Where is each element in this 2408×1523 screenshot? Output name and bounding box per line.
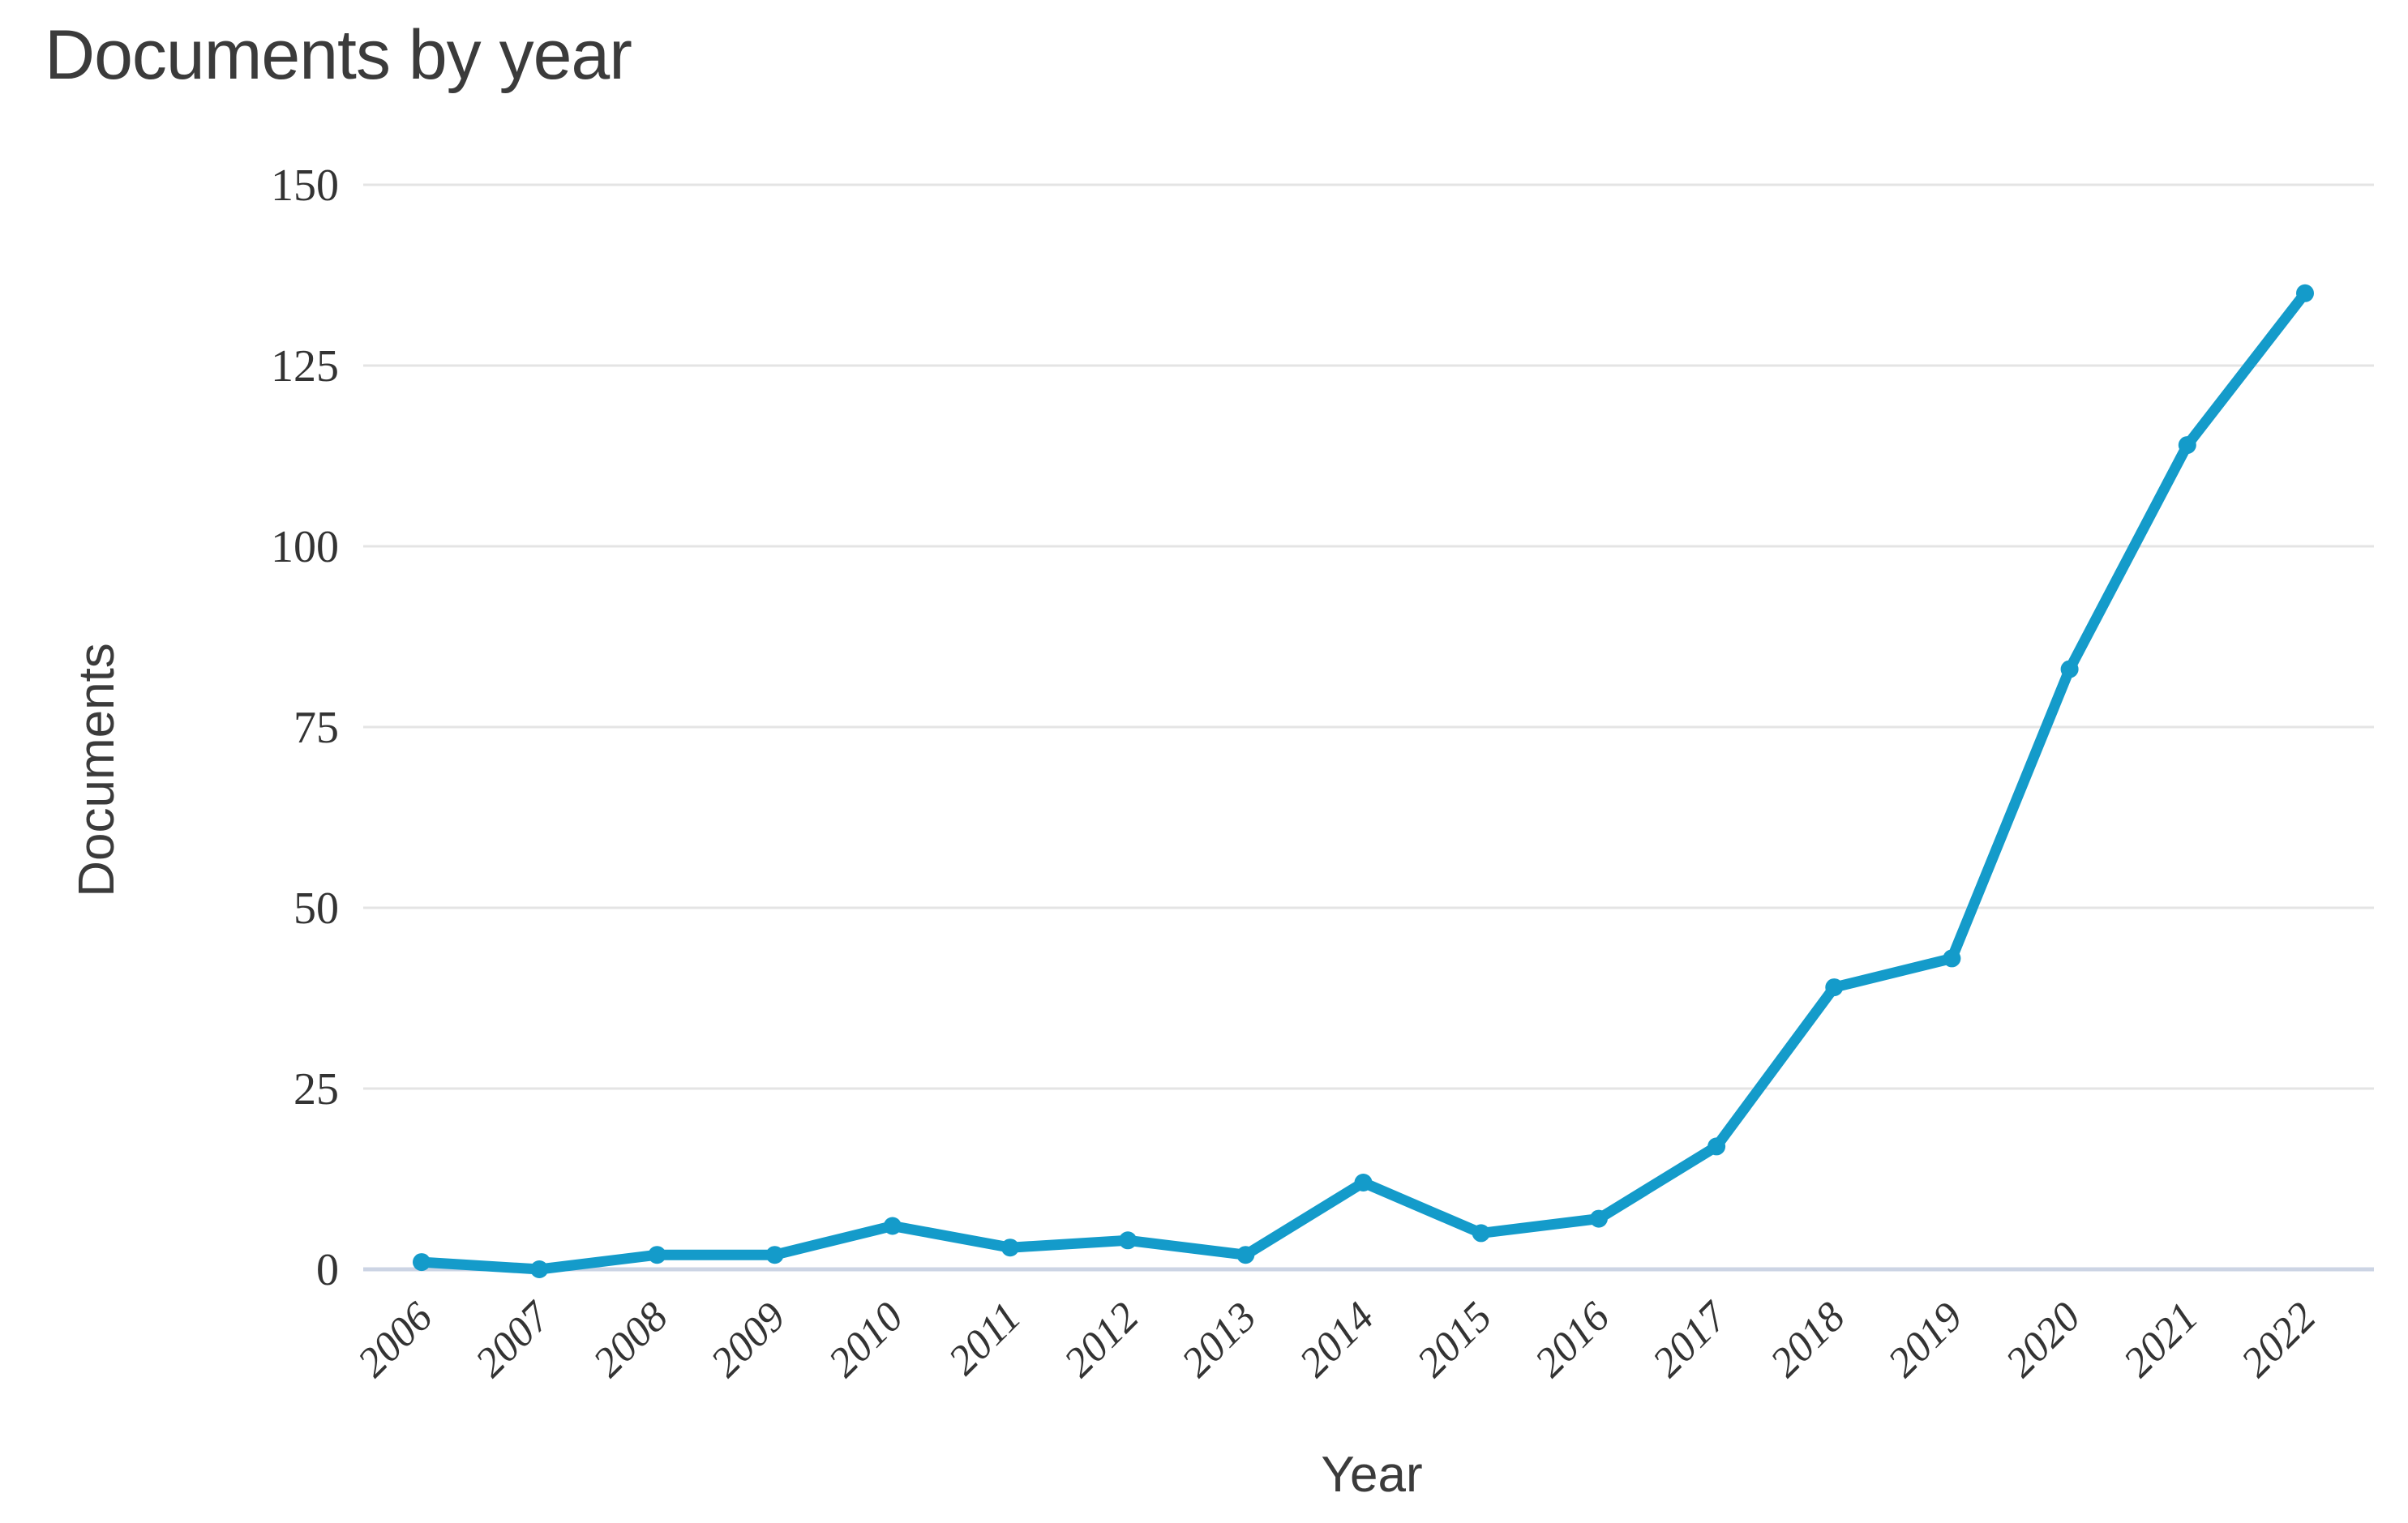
data-point[interactable] [1000,1239,1019,1257]
x-tick-label: 2011 [940,1294,1030,1384]
y-tick-label: 150 [271,160,339,211]
data-point[interactable] [2296,284,2314,302]
x-tick-labels: 2006 2007 2008 2009 2010 2011 2012 2013 2014 2015… [349,1293,2325,1386]
data-point[interactable] [1119,1231,1138,1250]
x-tick-label: 2007 [467,1293,560,1386]
data-point[interactable] [2178,436,2196,455]
y-tick-labels: 0 25 50 75 100 125 150 [271,160,339,1295]
data-point[interactable] [2060,660,2079,678]
x-tick-label: 2018 [1762,1294,1854,1386]
y-tick-label: 75 [294,703,339,753]
data-point[interactable] [648,1246,666,1264]
data-point[interactable] [883,1217,902,1235]
x-tick-label: 2015 [1408,1294,1501,1386]
x-axis-title: Year [1321,1447,1422,1503]
data-point[interactable] [1825,978,1844,997]
x-tick-label: 2019 [1879,1294,1972,1386]
data-point[interactable] [1354,1174,1373,1191]
data-point-markers [413,284,2314,1278]
x-tick-label: 2014 [1291,1294,1383,1386]
data-point[interactable] [1589,1209,1608,1228]
x-tick-label: 2009 [702,1294,795,1386]
data-point[interactable] [530,1260,549,1278]
gridlines [363,183,2374,1272]
data-point[interactable] [765,1246,784,1264]
x-tick-label: 2010 [820,1294,912,1386]
x-tick-label: 2008 [585,1294,677,1386]
data-point[interactable] [1943,949,1961,968]
data-point[interactable] [413,1253,431,1272]
data-point[interactable] [1236,1246,1255,1264]
x-tick-label: 2013 [1173,1294,1266,1386]
x-tick-label: 2017 [1644,1293,1737,1386]
y-tick-label: 25 [294,1064,339,1114]
chart-title: Documents by year [45,16,632,94]
y-tick-label: 0 [316,1245,339,1295]
series-line [416,288,2311,1275]
x-tick-label: 2020 [1997,1294,2089,1386]
x-tick-label: 2021 [2114,1294,2207,1386]
x-tick-label: 2012 [1056,1294,1148,1386]
data-point[interactable] [1472,1224,1490,1243]
y-tick-label: 125 [271,341,339,391]
x-tick-label: 2006 [349,1294,442,1386]
y-tick-label: 100 [271,522,339,572]
y-axis-title: Documents [69,643,125,897]
y-tick-label: 50 [294,883,339,934]
x-tick-label: 2016 [1527,1294,1619,1386]
data-point[interactable] [1707,1137,1726,1156]
x-tick-label: 2022 [2233,1294,2325,1386]
